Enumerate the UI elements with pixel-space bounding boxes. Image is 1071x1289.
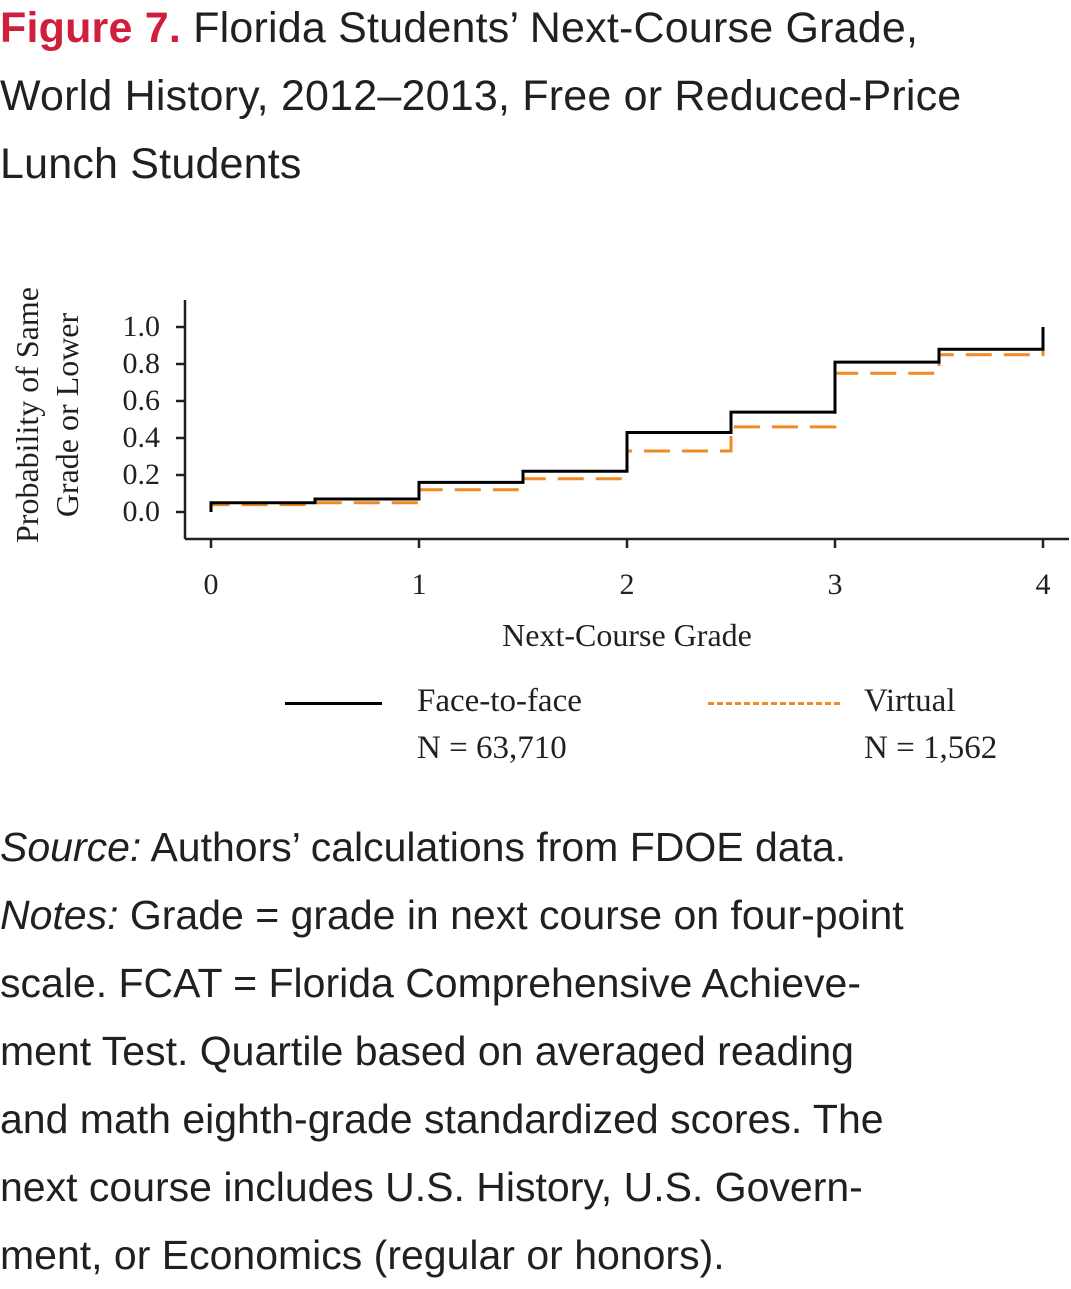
x-axis-label: Next-Course Grade [502,617,752,653]
series-line-virtual [209,327,1045,512]
chart-ticks: 0.0 0.2 0.4 0.6 0.8 1.0 0 1 2 3 4 [123,310,1051,601]
figure-title-line2: World History, 2012–2013, Free or Reduce… [0,72,962,120]
y-tick-label: 0.2 [123,458,161,491]
series-line-face-to-face [209,327,1045,512]
y-axis-label-line2: Grade or Lower [49,312,85,517]
x-tick-label: 3 [828,568,843,601]
y-axis-label: Probability of Same Grade or Lower [9,287,85,543]
x-tick-label: 1 [412,568,427,601]
notes-line6: ment, or Economics (regular or honors). [0,1232,725,1278]
notes-line1: Notes: Grade = grade in next course on f… [0,881,1071,949]
figure-notes: Source: Authors’ calculations from FDOE … [0,813,1071,1289]
chart-series [209,327,1045,512]
source-label: Source: [0,824,142,870]
x-tick-label: 2 [620,568,635,601]
step-chart: Probability of Same Grade or Lower 0.0 0.2… [9,287,1069,653]
figure-title-line3: Lunch Students [0,140,302,188]
legend-n-virtual: N = 1,562 [864,730,998,766]
x-tick-label: 4 [1036,568,1051,601]
notes-line4: and math eighth-grade standardized score… [0,1096,884,1142]
figure-title: Figure 7. Florida Students’ Next-Course … [0,0,1071,198]
y-tick-label: 0.4 [123,421,161,454]
source-text: Authors’ calculations from FDOE data. [141,824,847,870]
y-axis-label-line1: Probability of Same [9,287,45,543]
legend-label-virtual: Virtual [864,683,956,719]
notes-text-line1: Grade = grade in next course on four-poi… [118,892,904,938]
legend-label-face-to-face: Face-to-face [417,683,582,719]
notes-line3: ment Test. Quartile based on averaged re… [0,1028,854,1074]
legend-swatch-face-to-face [285,702,382,705]
notes-label: Notes: [0,892,119,938]
legend-swatch-virtual [708,702,840,705]
y-tick-label: 0.6 [123,384,161,417]
source-line: Source: Authors’ calculations from FDOE … [0,813,1071,881]
notes-line2: scale. FCAT = Florida Comprehensive Achi… [0,960,861,1006]
x-tick-label: 0 [204,568,219,601]
y-tick-label: 1.0 [123,310,161,343]
figure-label: Figure 7. [0,4,182,52]
legend-n-face-to-face: N = 63,710 [417,730,567,766]
figure-title-line1: Florida Students’ Next-Course Grade, [193,4,919,52]
chart-legend: Face-to-face N = 63,710 Virtual N = 1,56… [0,672,1071,782]
notes-line5: next course includes U.S. History, U.S. … [0,1164,863,1210]
y-tick-label: 0.0 [123,495,161,528]
y-tick-label: 0.8 [123,347,161,380]
